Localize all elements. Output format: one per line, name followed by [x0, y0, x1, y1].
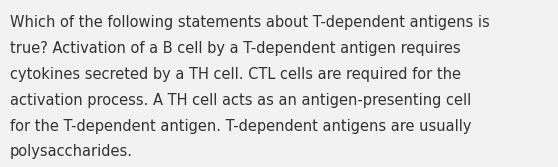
Text: for the T-dependent antigen. T-dependent antigens are usually: for the T-dependent antigen. T-dependent…	[10, 119, 472, 134]
Text: true? Activation of a B cell by a T-dependent antigen requires: true? Activation of a B cell by a T-depe…	[10, 41, 461, 56]
Text: activation process. A TH cell acts as an antigen-presenting cell: activation process. A TH cell acts as an…	[10, 93, 472, 108]
Text: cytokines secreted by a TH cell. CTL cells are required for the: cytokines secreted by a TH cell. CTL cel…	[10, 67, 461, 82]
Text: polysaccharides.: polysaccharides.	[10, 144, 133, 159]
Text: Which of the following statements about T-dependent antigens is: Which of the following statements about …	[10, 15, 490, 30]
